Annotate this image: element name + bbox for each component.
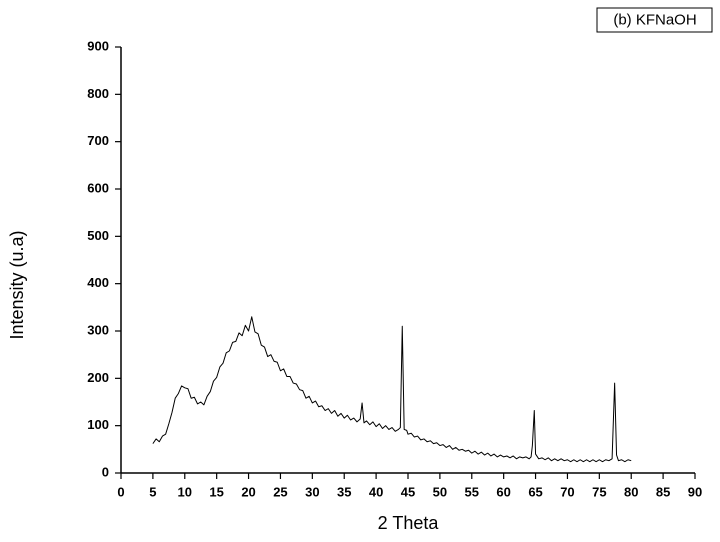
legend-box [596, 7, 713, 33]
x-tick-label: 55 [465, 484, 479, 499]
data-line [152, 316, 632, 463]
y-tick-label: 800 [87, 86, 109, 101]
x-tick-label: 40 [369, 484, 383, 499]
x-tick-label: 80 [624, 484, 638, 499]
x-tick-label: 15 [209, 484, 223, 499]
y-tick-label: 300 [87, 322, 109, 337]
y-tick-label: 100 [87, 417, 109, 432]
y-tick-label: 500 [87, 228, 109, 243]
y-tick-label: 200 [87, 370, 109, 385]
y-tick-label: 600 [87, 180, 109, 195]
y-tick-label: 0 [102, 464, 109, 479]
x-tick-label: 30 [305, 484, 319, 499]
y-axis-title: Intensity (u.a) [7, 230, 27, 339]
x-tick-label: 65 [528, 484, 542, 499]
x-tick-label: 85 [656, 484, 670, 499]
x-tick-label: 90 [688, 484, 702, 499]
x-tick-label: 5 [149, 484, 156, 499]
y-tick-label: 900 [87, 38, 109, 53]
x-tick-label: 70 [560, 484, 574, 499]
x-tick-label: 20 [241, 484, 255, 499]
x-tick-label: 0 [117, 484, 124, 499]
y-tick-label: 400 [87, 275, 109, 290]
x-tick-label: 10 [178, 484, 192, 499]
x-axis-title: 2 Theta [378, 513, 440, 533]
legend-label: (b) KFNaOH [613, 11, 696, 28]
x-tick-label: 60 [496, 484, 510, 499]
y-tick-label: 700 [87, 133, 109, 148]
x-tick-label: 50 [433, 484, 447, 499]
x-tick-label: 45 [401, 484, 415, 499]
x-tick-label: 25 [273, 484, 287, 499]
x-tick-label: 35 [337, 484, 351, 499]
x-tick-label: 75 [592, 484, 606, 499]
